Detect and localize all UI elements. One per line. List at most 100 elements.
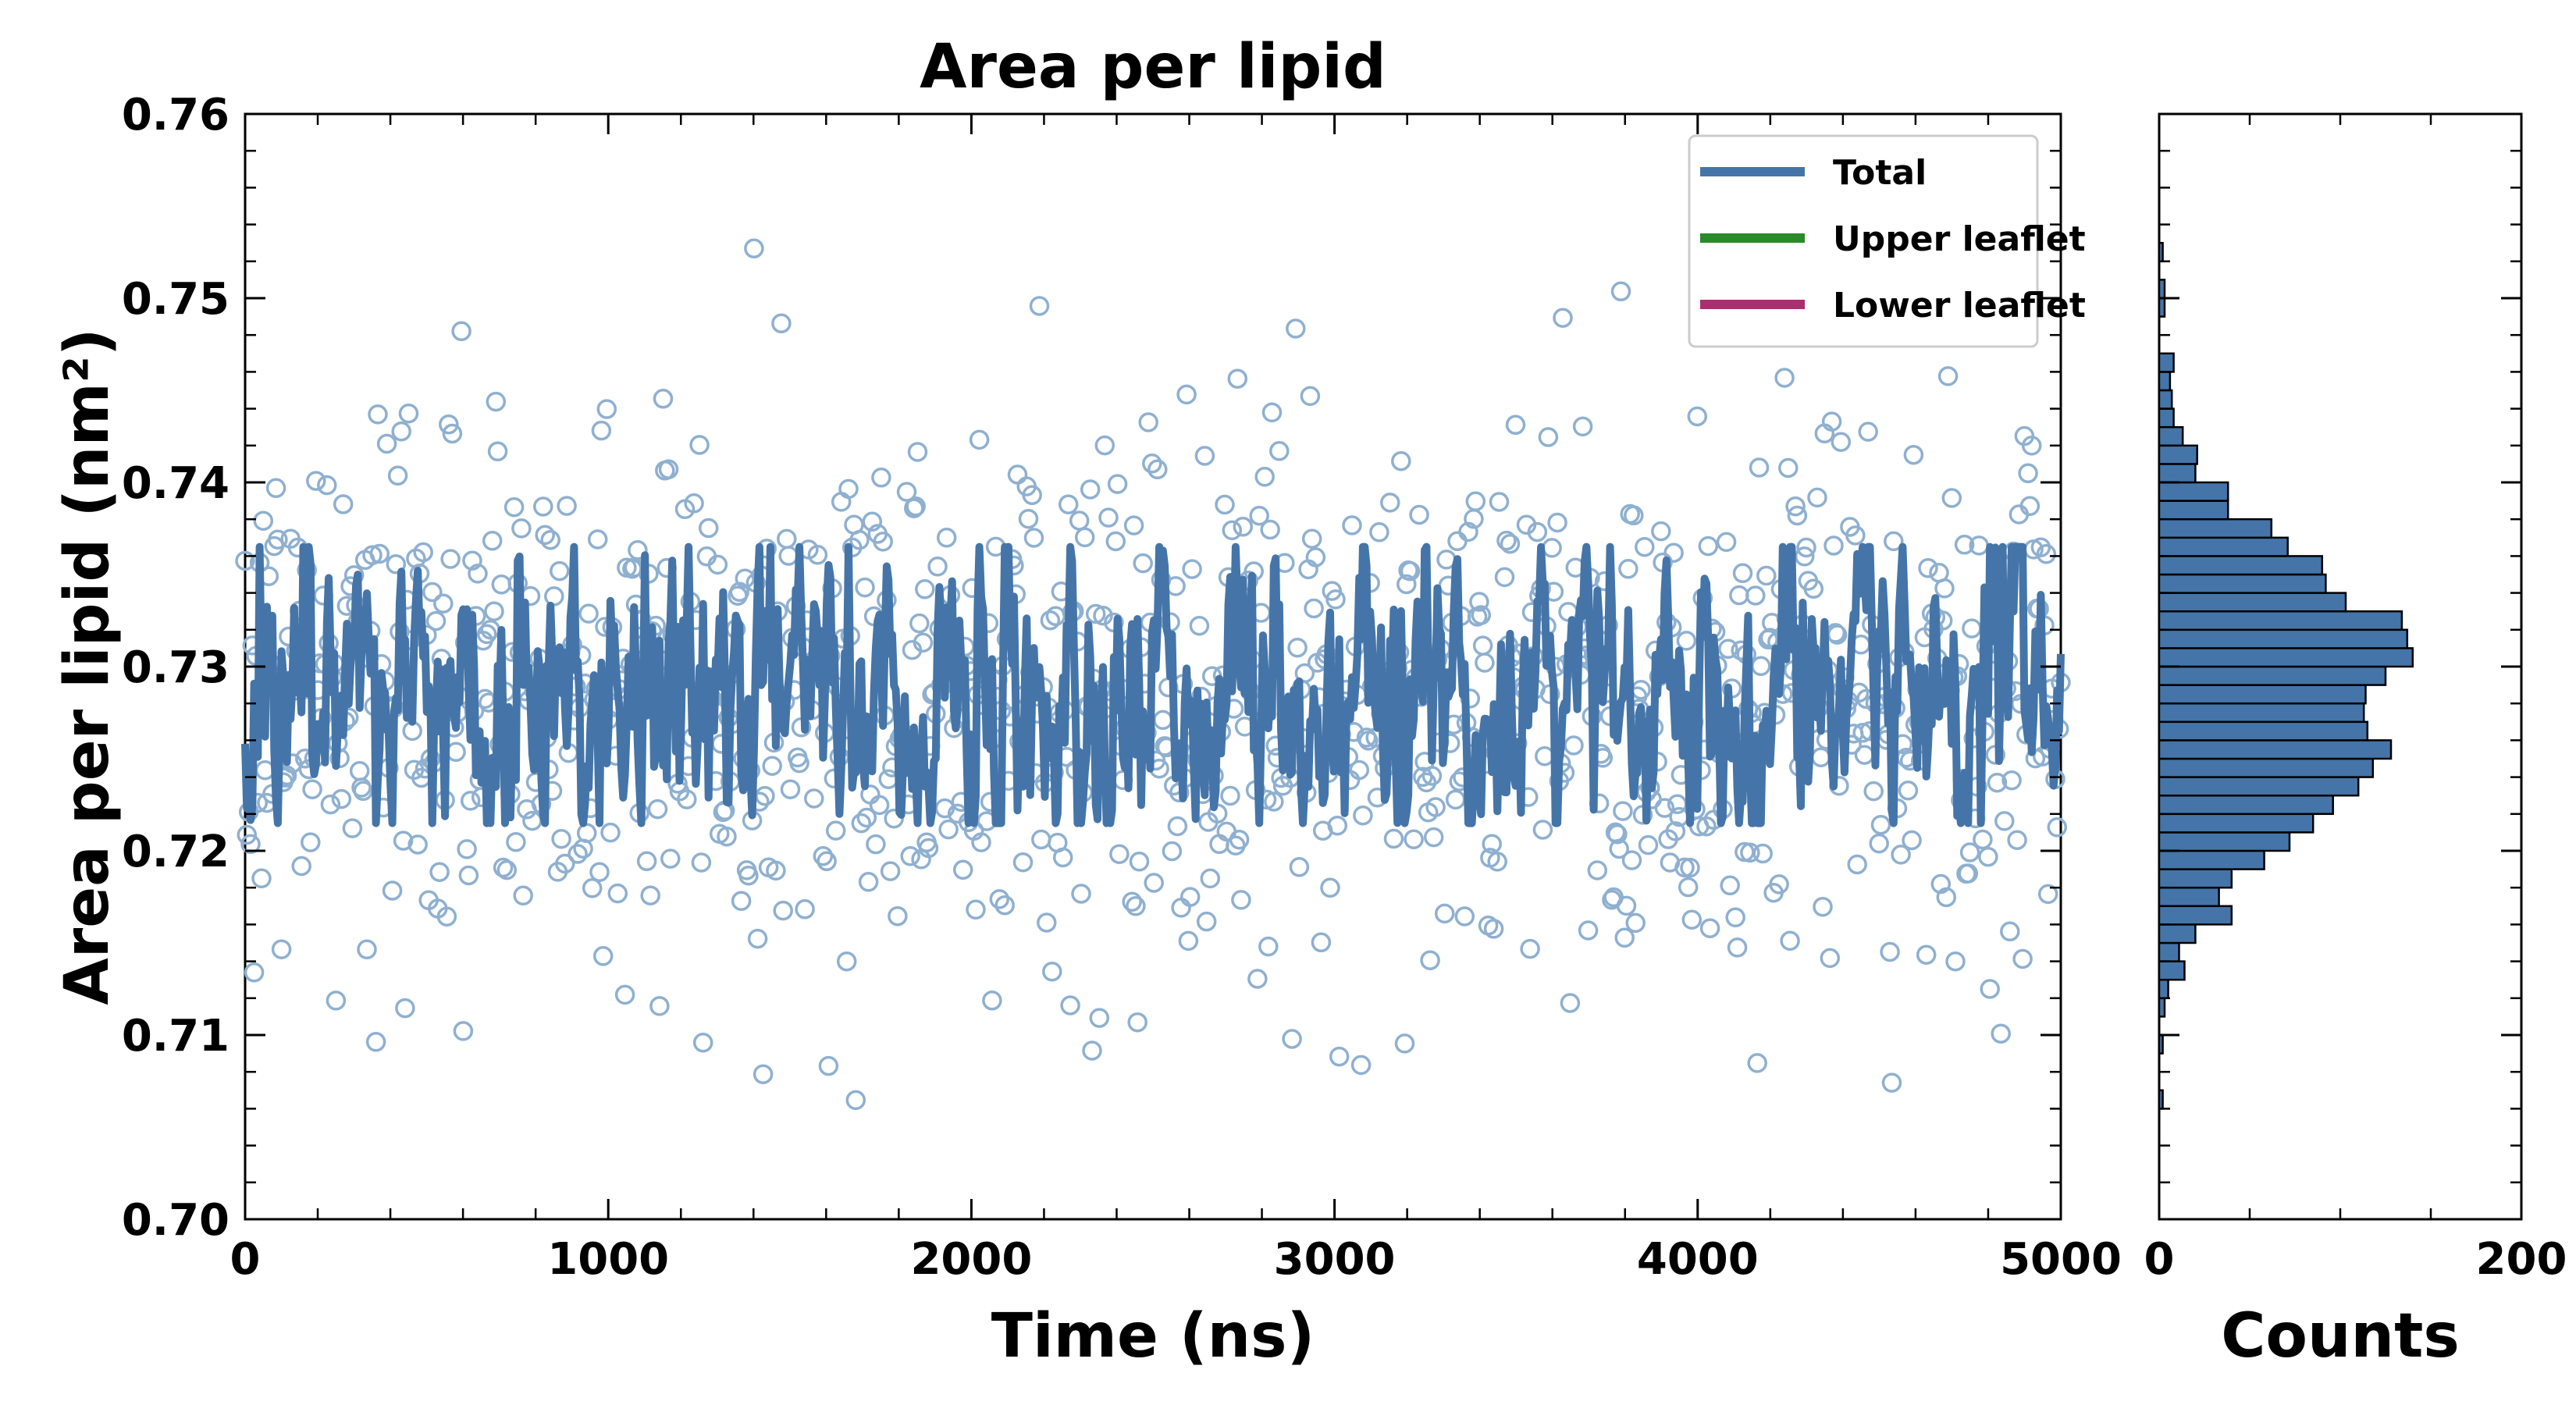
data-point	[1282, 1029, 1302, 1049]
data-point	[753, 1064, 774, 1084]
data-point	[513, 885, 533, 906]
data-point	[1420, 950, 1440, 970]
data-point	[1607, 823, 1628, 845]
main-plot: 0 1000 2000 3000 4000 5000 0.70 0.71 0.72 0.73 0.7…	[52, 32, 2122, 1371]
data-point	[1144, 873, 1164, 893]
data-point	[587, 529, 608, 550]
histogram-bar	[2158, 463, 2197, 484]
data-point	[1058, 494, 1079, 514]
data-point	[1162, 841, 1183, 862]
data-point	[1881, 1072, 1902, 1093]
x-tick-label: 1000	[547, 1234, 669, 1285]
data-point	[1483, 919, 1504, 939]
data-point	[1434, 903, 1455, 924]
histogram-bar	[2158, 849, 2265, 870]
data-point	[717, 826, 737, 847]
data-point	[320, 794, 341, 815]
histogram-x-axis-title: Counts	[2221, 1301, 2460, 1371]
data-point	[855, 577, 875, 598]
data-point	[858, 872, 879, 892]
data-point	[1813, 896, 1833, 917]
data-point	[1494, 567, 1515, 588]
data-point	[1869, 833, 1889, 854]
data-point	[568, 844, 588, 864]
y-tick-label: 0.75	[122, 274, 229, 325]
data-point	[1625, 912, 1646, 934]
histogram-bar	[2158, 518, 2273, 539]
histogram-axis-ticks: 0 200	[2144, 112, 2567, 1285]
data-point	[869, 795, 890, 816]
data-point	[1012, 852, 1034, 873]
data-point	[1870, 814, 1891, 835]
data-point	[1930, 873, 1952, 895]
data-point	[476, 624, 497, 645]
data-point	[596, 399, 617, 419]
data-point	[1752, 843, 1773, 864]
data-point	[1520, 938, 1540, 959]
histogram-bar	[2158, 481, 2229, 502]
data-point	[1394, 1033, 1415, 1054]
data-point	[1785, 496, 1806, 517]
data-point	[2000, 921, 2020, 942]
data-point	[1233, 517, 1254, 537]
histogram-bar	[2158, 389, 2173, 410]
data-point	[1123, 515, 1144, 535]
data-point	[1286, 318, 1306, 339]
data-point	[413, 542, 433, 563]
data-point	[1289, 857, 1310, 877]
histogram-bar	[2158, 905, 2233, 926]
data-point	[460, 791, 481, 811]
data-point	[1482, 834, 1502, 854]
data-point	[1258, 936, 1279, 957]
data-point	[1665, 821, 1686, 841]
data-point	[391, 421, 411, 442]
data-point	[936, 528, 957, 548]
data-point	[1220, 785, 1240, 806]
data-point	[1769, 874, 1789, 895]
data-point	[1215, 494, 1235, 515]
data-point	[1176, 384, 1197, 405]
data-point	[880, 861, 901, 881]
data-point	[1610, 281, 1631, 302]
data-point	[462, 550, 482, 571]
data-point	[429, 862, 450, 882]
legend-label-total: Total	[1833, 153, 1927, 193]
histogram-bar	[2158, 941, 2180, 962]
main-axis-ticks: 0 1000 2000 3000 4000 5000 0.70 0.71 0.72 0.73 0.7…	[122, 90, 2122, 1285]
data-point	[684, 493, 704, 514]
data-point	[493, 857, 514, 878]
data-point	[333, 494, 354, 514]
data-point	[436, 906, 457, 927]
data-point	[807, 545, 828, 565]
data-point	[780, 779, 801, 799]
data-point	[291, 855, 311, 877]
data-point	[244, 962, 265, 983]
y-tick-label: 0.70	[122, 1195, 229, 1246]
data-point	[1609, 838, 1629, 859]
data-point	[1587, 860, 1608, 880]
data-point	[1400, 560, 1421, 582]
data-point	[271, 939, 292, 959]
data-point	[240, 834, 261, 855]
data-point	[451, 321, 471, 342]
data-point	[1397, 574, 1417, 595]
data-point	[1040, 610, 1061, 631]
data-point	[453, 1021, 474, 1041]
data-point	[1380, 493, 1400, 513]
data-point	[1845, 525, 1866, 546]
data-point	[301, 832, 321, 852]
data-point	[994, 895, 1015, 916]
data-point	[1740, 842, 1760, 863]
data-point	[1884, 531, 1904, 552]
data-point	[533, 496, 553, 517]
data-point	[1350, 1055, 1372, 1076]
histogram-bar	[2158, 776, 2360, 797]
data-point	[1959, 842, 1980, 863]
data-point	[1698, 535, 1719, 557]
data-point	[938, 819, 959, 840]
data-point	[1300, 386, 1321, 407]
data-point	[1780, 930, 1800, 951]
data-point	[1231, 890, 1251, 910]
data-point	[989, 889, 1010, 909]
histogram-bar	[2158, 886, 2220, 908]
